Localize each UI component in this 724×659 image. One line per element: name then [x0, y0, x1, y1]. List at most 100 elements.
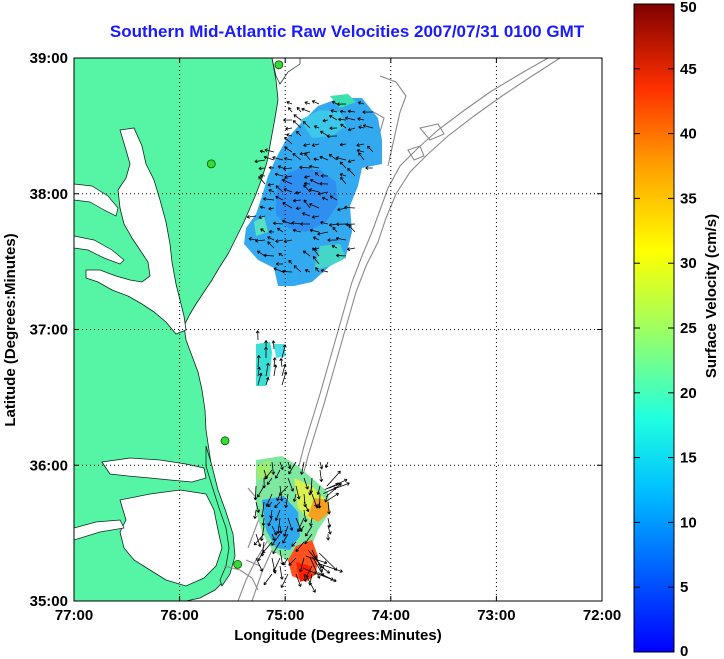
velocity-arrow	[288, 461, 297, 475]
velocity-arrow	[336, 222, 347, 227]
velocity-arrow	[267, 501, 273, 508]
velocity-arrow	[315, 267, 320, 273]
velocity-arrow	[308, 485, 313, 496]
velocity-arrow	[269, 509, 273, 519]
velocity-arrow	[280, 573, 289, 588]
velocity-arrow	[309, 517, 313, 527]
velocity-arrow	[278, 525, 283, 534]
velocity-vectors	[246, 100, 374, 593]
y-tick-label: 35:00	[30, 593, 68, 610]
velocity-arrow	[347, 159, 356, 164]
velocity-arrow	[271, 533, 276, 541]
velocity-arrow	[340, 176, 347, 185]
velocity-arrow	[365, 166, 374, 170]
velocity-arrow	[305, 555, 328, 565]
velocity-arrow	[317, 231, 329, 236]
velocity-arrow	[299, 557, 305, 573]
velocity-arrow	[288, 557, 297, 566]
velocity-arrow	[292, 228, 302, 233]
velocity-arrow	[274, 501, 281, 509]
velocity-arrow	[311, 100, 320, 105]
velocity-arrow	[309, 179, 320, 185]
outer-banks	[205, 445, 236, 587]
velocity-arrow	[303, 143, 311, 147]
velocity-arrow	[268, 188, 275, 193]
velocity-arrow	[257, 372, 263, 386]
velocity-arrow	[322, 118, 329, 123]
velocity-arrow	[265, 362, 270, 377]
velocity-arrow	[279, 358, 284, 368]
velocity-arrow	[312, 256, 320, 265]
velocity-arrow	[319, 461, 324, 470]
velocity-arrow	[327, 525, 332, 535]
velocity-arrow	[286, 100, 293, 105]
y-tick-label: 37:00	[30, 322, 68, 339]
y-tick-labels: 39:00 38:00 37:00 36:00 35:00	[30, 50, 68, 610]
velocity-arrow	[255, 501, 260, 513]
velocity-arrow	[275, 239, 284, 243]
velocity-arrow	[291, 541, 297, 547]
velocity-arrow	[268, 206, 275, 211]
velocity-arrow	[328, 153, 338, 161]
velocity-arrow	[320, 130, 329, 137]
velocity-arrow	[347, 109, 356, 114]
velocity-arrow	[313, 157, 320, 162]
map-title: Southern Mid-Atlantic Raw Velocities 200…	[109, 22, 585, 41]
velocity-arrow	[266, 477, 273, 485]
velocity-arrow	[272, 357, 277, 368]
velocity-arrow	[320, 173, 329, 178]
velocity-arrow	[303, 501, 310, 513]
velocity-arrow	[273, 267, 284, 273]
velocity-arrow	[295, 485, 301, 500]
velocity-arrow	[327, 238, 338, 242]
colorbar-label: Surface Velocity (cm/s)	[703, 214, 720, 378]
colorbar-tick-label: 0	[680, 643, 688, 659]
velocity-arrow	[277, 165, 284, 169]
velocity-arrow	[291, 221, 302, 225]
velocity-arrow	[304, 533, 313, 545]
colorbar-tick-label: 20	[680, 385, 697, 402]
velocity-arrow	[303, 573, 307, 582]
velocity-arrow	[357, 117, 365, 121]
colorbar-tick-label: 10	[680, 514, 697, 531]
velocity-arrow	[272, 155, 284, 161]
velocity-arrow	[339, 142, 347, 147]
velocity-arrow	[275, 195, 284, 201]
velocity-arrow	[254, 159, 266, 164]
velocity-arrow	[267, 517, 273, 527]
map-grid	[74, 58, 602, 601]
x-tick-label: 74:00	[372, 607, 410, 624]
velocity-arrow	[268, 230, 275, 234]
pamlico-river	[74, 519, 125, 541]
velocity-arrow	[305, 573, 316, 593]
velocity-arrow	[303, 184, 311, 193]
velocity-arrow	[320, 220, 329, 225]
velocity-arrow	[293, 265, 302, 273]
velocity-arrow	[296, 106, 302, 113]
velocity-arrow	[292, 120, 302, 129]
velocity-arrow	[259, 173, 266, 178]
velocity-arrow	[301, 107, 311, 113]
colorbar-tick-label: 40	[680, 126, 697, 143]
velocity-arrow	[302, 212, 311, 217]
velocity-arrow	[318, 572, 334, 581]
velocity-arrow	[344, 205, 356, 210]
velocity-arrow	[257, 549, 265, 562]
velocity-arrow	[327, 501, 331, 515]
velocity-arrow	[282, 166, 293, 171]
velocity-arrow	[264, 148, 275, 153]
velocity-arrow	[362, 124, 374, 129]
x-tick-label: 73:00	[477, 607, 515, 624]
x-tick-label: 75:00	[266, 607, 304, 624]
velocity-arrow	[258, 215, 266, 220]
rappahannock-river	[74, 235, 125, 265]
velocity-arrow	[313, 125, 320, 129]
velocity-arrow	[281, 219, 293, 225]
x-tick-label: 72:00	[583, 607, 621, 624]
velocity-arrow	[287, 517, 294, 531]
velocity-arrow	[336, 102, 347, 107]
velocity-arrow	[357, 101, 365, 105]
velocity-arrow	[261, 517, 266, 526]
colorbar-tick-label: 35	[680, 190, 697, 207]
